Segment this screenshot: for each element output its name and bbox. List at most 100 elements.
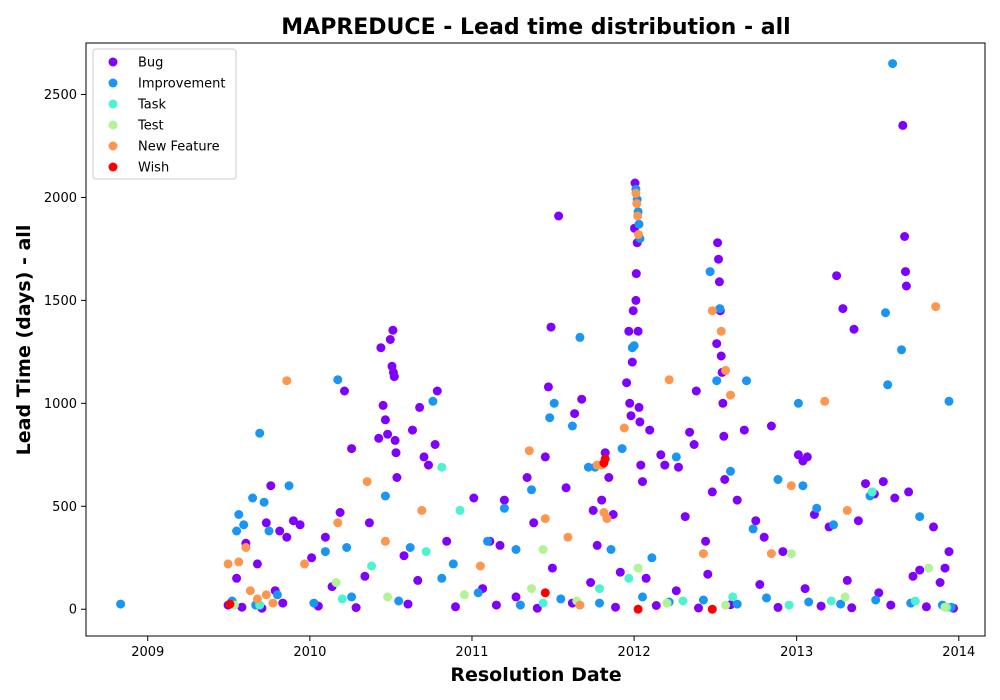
point-0-128: [491, 600, 501, 610]
point-0-73: [645, 425, 655, 435]
point-0-36: [442, 536, 452, 546]
point-1-57: [272, 590, 282, 600]
point-1-17: [499, 503, 509, 513]
legend-marker: [108, 78, 118, 88]
point-1-54: [944, 396, 954, 406]
y-tick-label: 0: [69, 603, 77, 618]
point-1-66: [638, 592, 647, 602]
point-0-156: [908, 571, 918, 581]
point-0-95: [751, 516, 761, 526]
point-1-52: [897, 345, 906, 355]
point-1-62: [473, 588, 483, 598]
point-5-3: [600, 454, 610, 464]
point-4-26: [634, 230, 643, 239]
point-0-79: [689, 440, 699, 449]
point-0-41: [522, 473, 532, 482]
legend: Bug Improvement Task Test New Feature Wish: [92, 48, 237, 180]
point-4-14: [524, 446, 534, 456]
point-2-6: [538, 598, 548, 608]
series-wish: [225, 454, 717, 614]
point-0-66: [631, 269, 641, 279]
point-0-31: [415, 402, 425, 412]
point-4-5: [261, 590, 271, 600]
point-0-76: [674, 462, 683, 472]
point-1-19: [527, 485, 536, 495]
point-4-35: [820, 396, 830, 406]
point-0-153: [800, 584, 810, 594]
point-1-13: [405, 543, 415, 552]
point-1-35: [647, 553, 657, 563]
point-0-53: [600, 448, 610, 458]
point-0-148: [586, 578, 596, 587]
point-0-14: [347, 444, 357, 454]
x-tick-label: 2012: [618, 645, 651, 660]
point-5-1: [540, 588, 550, 598]
point-1-15: [448, 559, 458, 569]
point-0-11: [320, 532, 330, 542]
point-4-10: [362, 477, 372, 487]
legend-label: Improvement: [138, 77, 225, 92]
point-1-3: [239, 520, 249, 530]
point-0-146: [511, 592, 521, 602]
point-1-45: [798, 481, 808, 491]
point-0-52: [597, 495, 607, 505]
point-1-2: [234, 510, 244, 519]
point-3-9: [721, 600, 731, 610]
point-4-32: [726, 390, 735, 400]
point-2-14: [910, 596, 920, 606]
point-1-71: [804, 597, 814, 607]
point-2-5: [455, 505, 465, 515]
point-2-13: [867, 487, 877, 497]
point-3-1: [331, 578, 341, 587]
point-0-50: [588, 505, 598, 515]
point-0-28: [392, 473, 402, 482]
point-5-4: [633, 604, 643, 614]
point-0-118: [929, 522, 938, 532]
point-1-38: [712, 376, 722, 386]
point-1-64: [556, 594, 566, 604]
point-0-49: [577, 394, 587, 404]
point-0-143: [360, 571, 370, 581]
point-0-114: [901, 267, 910, 277]
point-1-61: [437, 573, 447, 583]
point-2-7: [595, 584, 604, 594]
point-0-77: [680, 512, 690, 522]
point-4-30: [716, 326, 726, 336]
point-0-39: [495, 540, 505, 550]
y-tick-label: 1000: [44, 397, 77, 412]
point-2-9: [678, 596, 688, 606]
point-0-40: [499, 495, 509, 505]
point-0-136: [816, 601, 826, 611]
point-1-41: [742, 376, 751, 386]
x-tick-label: 2009: [131, 645, 164, 660]
point-1-21: [549, 398, 559, 408]
point-0-97: [766, 421, 776, 431]
point-0-26: [390, 435, 400, 445]
point-0-99: [793, 450, 803, 460]
point-3-2: [383, 592, 393, 602]
point-0-4: [261, 518, 271, 528]
point-0-117: [915, 565, 925, 575]
point-0-135: [773, 602, 783, 612]
point-1-70: [762, 593, 771, 603]
point-4-8: [300, 559, 309, 569]
point-0-107: [853, 516, 863, 526]
point-1-18: [511, 545, 521, 554]
point-1-0: [116, 599, 126, 609]
point-0-21: [385, 335, 395, 344]
y-tick-label: 2000: [44, 191, 77, 206]
point-3-8: [662, 598, 672, 608]
point-0-43: [540, 452, 550, 462]
point-1-72: [836, 599, 846, 609]
point-0-92: [720, 475, 730, 484]
y-tick-label: 2500: [44, 88, 77, 103]
legend-marker: [108, 120, 118, 130]
point-0-59: [625, 398, 635, 408]
point-3-5: [538, 545, 548, 554]
point-2-12: [826, 596, 836, 606]
point-0-65: [631, 295, 641, 305]
x-axis-label: Resolution Date: [450, 664, 621, 686]
point-0-120: [944, 547, 954, 557]
point-1-53: [915, 512, 925, 522]
point-1-4: [248, 493, 258, 503]
